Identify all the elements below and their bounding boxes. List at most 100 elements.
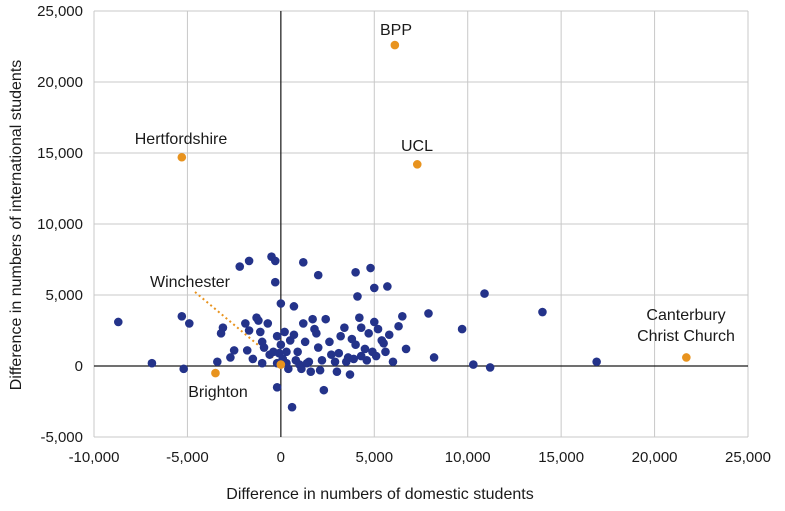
annotation-winchester: Winchester [150,274,231,291]
data-point [259,343,269,352]
data-point [229,346,239,355]
data-point [429,353,439,362]
data-point [394,321,403,331]
data-point [424,309,433,318]
data-point [272,331,282,341]
data-point [308,314,317,324]
data-point [244,256,254,266]
data-point [384,330,394,340]
data-point [298,258,308,267]
annotation-hertfordshire: Hertfordshire [135,131,228,148]
data-point [319,385,329,395]
data-point [325,337,334,347]
data-point [254,316,263,325]
x-tick-label: 5,000 [356,449,394,466]
data-point [300,337,310,347]
data-point [327,350,336,359]
highlighted-data-point [390,40,400,50]
x-axis-tick-labels: -10,000 -5,000 0 5,000 10,000 15,000 20,000 25,… [69,449,771,466]
data-point [373,324,383,334]
data-point [332,367,342,376]
data-point [248,354,258,364]
data-point [398,312,407,321]
highlighted-data-point [211,368,220,378]
data-point [242,346,252,355]
data-point [298,319,308,328]
data-point [179,364,188,374]
data-point [381,347,390,357]
annotation-canterbury-line-2: Christ Church [637,328,735,345]
data-point [369,317,379,327]
data-point [297,364,306,374]
x-tick-label: 15,000 [538,449,584,466]
x-tick-label: 0 [277,449,285,466]
data-point [147,358,157,368]
data-point [270,256,280,266]
data-point [349,354,359,364]
data-point [353,292,362,301]
data-point [334,348,344,358]
data-point [287,402,297,412]
data-point [184,319,194,328]
data-point [177,312,187,321]
x-axis-title: Difference in numbers of domestic studen… [226,486,533,503]
data-point [379,338,388,348]
annotation-bpp: BPP [380,22,412,39]
data-point [383,282,392,291]
annotation-brighton-line: Brighton [188,384,248,401]
y-tick-label: 5,000 [45,287,83,304]
data-point [304,357,314,367]
data-point [226,353,235,362]
y-tick-label: 10,000 [37,216,83,233]
data-point [284,364,293,374]
data-point [592,357,601,367]
data-point [276,340,286,350]
annotation-bpp-line: BPP [380,22,412,39]
y-tick-label: 0 [75,358,83,375]
data-point [256,327,265,337]
data-point [263,319,273,328]
data-point [282,347,291,357]
annotation-canterbury-line-1: Canterbury [646,307,725,324]
data-point [289,302,299,311]
annotation-canterbury-christ-church: Canterbury Christ Church [637,307,735,345]
highlighted-data-point [177,152,187,162]
data-point [289,330,299,340]
gridlines [93,10,749,438]
data-point [362,356,372,365]
data-point [313,343,323,352]
highlighted-data-point [276,360,286,369]
data-point [355,313,364,323]
data-point [364,329,373,338]
data-point [270,277,280,287]
x-tick-label: 20,000 [632,449,678,466]
y-tick-label: 20,000 [37,74,83,91]
data-point [457,324,467,334]
annotation-brighton: Brighton [188,384,248,401]
data-point [312,329,321,338]
data-point [351,267,360,277]
data-point [480,289,489,298]
data-point [345,370,355,379]
data-point [469,360,478,369]
data-point [340,323,349,332]
data-point [401,344,411,354]
data-point [235,262,245,271]
data-point [313,270,323,280]
x-tick-label: 10,000 [445,449,491,466]
data-point [244,326,254,335]
data-point [388,357,398,367]
annotation-winchester-line: Winchester [150,274,231,291]
data-point [366,263,375,273]
y-axis-tick-labels: -5,000 0 5,000 10,000 15,000 20,000 25,000 [37,3,83,446]
data-point [306,367,316,376]
data-point [257,358,267,368]
data-point [293,347,302,357]
data-point [485,363,495,372]
x-tick-label: -5,000 [166,449,209,466]
annotation-ucl-line: UCL [401,138,433,155]
data-point [321,314,331,324]
data-point [276,299,286,308]
x-tick-label: 25,000 [725,449,771,466]
